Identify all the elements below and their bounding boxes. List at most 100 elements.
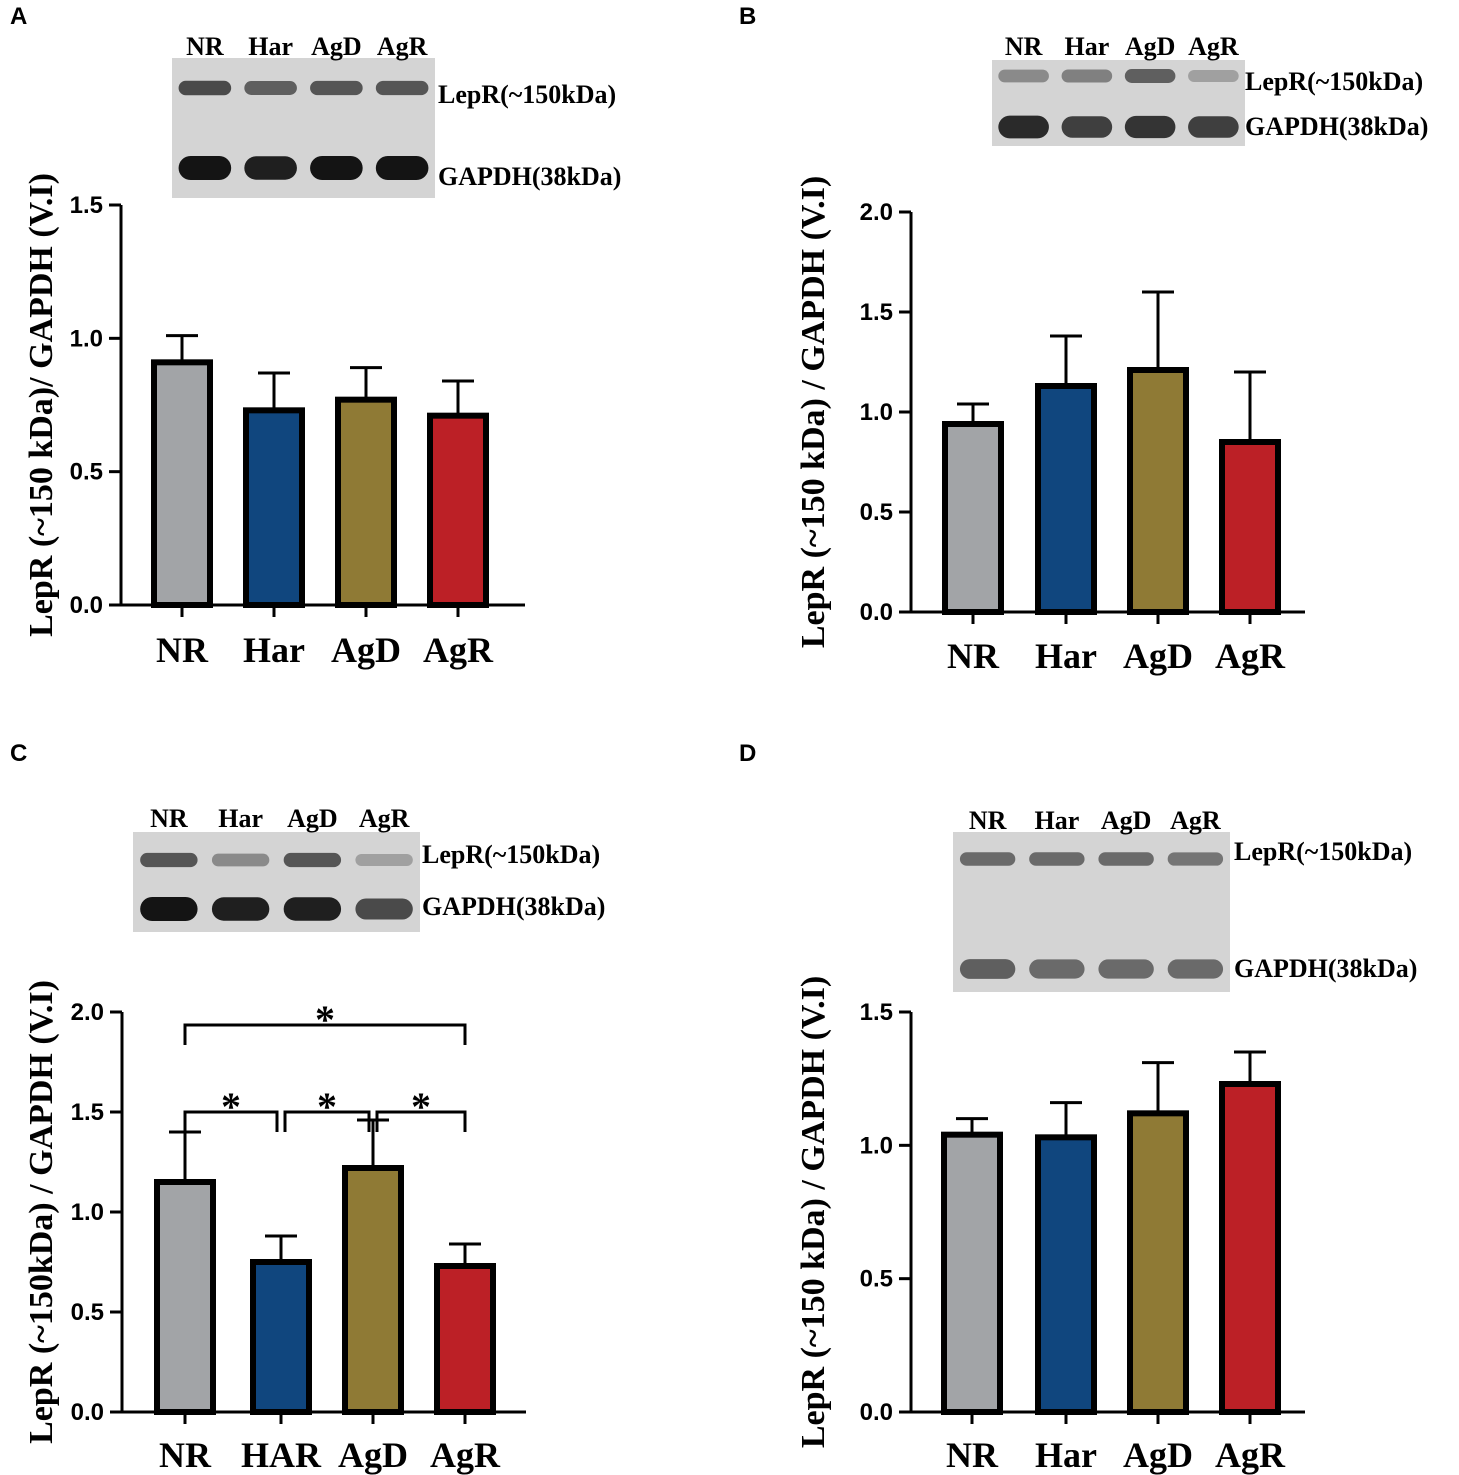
significance-star: * <box>317 1084 337 1129</box>
panel-d: D NR Har AgD AgR LepR(~150kDa) GAPDH(38kDa) 0.0… <box>729 737 1458 1475</box>
blot-band <box>244 81 297 95</box>
blot-band-label: GAPDH(38kDa) <box>1234 954 1417 983</box>
y-tick-label: 1.5 <box>860 299 893 326</box>
blot-lane-label: Har <box>248 32 293 61</box>
panel-letter: B <box>739 3 756 30</box>
blot-band <box>1061 116 1113 138</box>
bar-har <box>243 407 305 609</box>
panel-d-chart: D NR Har AgD AgR LepR(~150kDa) GAPDH(38kDa) 0.0… <box>739 740 1417 1475</box>
bar-nr <box>942 421 1004 615</box>
y-tick-label: 1.0 <box>71 1199 104 1226</box>
y-tick-label: 0.5 <box>860 499 893 526</box>
panel-a-chart: A NR Har AgD AgR LepR(~150kDa) GAPDH(38kDa) 0.0… <box>10 3 621 670</box>
blot-band <box>211 853 270 867</box>
significance-bracket <box>375 1110 467 1132</box>
blot-band <box>959 959 1016 979</box>
y-tick-label: 1.5 <box>70 192 103 219</box>
x-tick-label: NR <box>947 636 1000 676</box>
blot-band <box>140 897 198 921</box>
y-tick-label: 0.5 <box>860 1266 893 1293</box>
y-tick-label: 2.0 <box>860 199 893 226</box>
blot-band-label: LepR(~150kDa) <box>422 840 600 869</box>
blot-band <box>355 853 413 867</box>
blot-band-label: LepR(~150kDa) <box>438 80 616 109</box>
blot-band <box>1098 959 1154 979</box>
y-tick-label: 0.0 <box>860 599 893 626</box>
blot-band <box>959 852 1016 866</box>
bar-agr <box>427 412 489 608</box>
blot-lane-label: AgD <box>1125 32 1176 61</box>
y-axis-label: LepR (~150kDa) / GAPDH (V.I) <box>23 980 60 1444</box>
x-tick-label: Har <box>1035 636 1097 676</box>
x-tick-label: AgD <box>1123 1435 1193 1475</box>
blot-lane-label: Har <box>218 804 263 833</box>
western-blot <box>133 832 420 932</box>
bar-agr <box>1219 1081 1281 1415</box>
x-tick-label: HAR <box>241 1435 322 1475</box>
y-axis-label: LepR (~150 kDa) / GAPDH (V.I) <box>795 976 832 1448</box>
blot-band <box>998 69 1049 83</box>
x-tick-label: Har <box>1035 1435 1097 1475</box>
blot-band-label: GAPDH(38kDa) <box>438 162 621 191</box>
panel-b-chart: BNR Har AgD AgRLepR(~150kDa)GAPDH(38kDa)0.0… <box>739 3 1428 676</box>
panel-letter: A <box>10 3 27 30</box>
y-tick-label: 1.0 <box>70 325 103 352</box>
blot-band <box>1188 69 1239 83</box>
x-tick-label: AgD <box>331 630 401 670</box>
x-tick-label: AgR <box>1215 636 1286 676</box>
blot-band <box>283 852 342 868</box>
y-tick-label: 0.5 <box>70 459 103 486</box>
y-tick-label: 0.0 <box>70 592 103 619</box>
significance-bracket <box>183 1023 467 1045</box>
blot-band-label: GAPDH(38kDa) <box>1245 112 1428 141</box>
y-tick-label: 0.0 <box>71 1399 104 1426</box>
blot-lane-label: NR <box>1005 32 1043 61</box>
blot-band <box>178 156 232 180</box>
x-tick-label: NR <box>946 1435 999 1475</box>
bar-agd <box>1127 367 1189 615</box>
significance-bracket <box>283 1110 371 1132</box>
y-axis-label: LepR (~150 kDa) / GAPDH (V.I) <box>795 176 832 648</box>
blot-lane-label: AgR <box>359 804 410 833</box>
blot-band <box>1061 69 1113 83</box>
blot-lane-label: AgD <box>311 32 362 61</box>
western-blot <box>172 58 435 198</box>
blot-band <box>998 115 1049 139</box>
blot-band <box>310 80 363 96</box>
blot-band <box>211 897 270 921</box>
bar-har <box>1035 383 1097 615</box>
x-tick-label: AgD <box>1123 636 1193 676</box>
x-tick-label: Har <box>243 630 305 670</box>
blot-band <box>1167 959 1224 979</box>
blot-lane-label: Har <box>1034 806 1079 835</box>
blot-lane-label: AgR <box>1170 806 1221 835</box>
blot-band <box>375 156 429 180</box>
bar-agr <box>1219 439 1281 615</box>
blot-lane-label: NR <box>969 806 1007 835</box>
blot-lane-label: AgR <box>1188 32 1239 61</box>
blot-band <box>178 80 232 96</box>
panel-letter: D <box>739 740 756 767</box>
y-tick-label: 0.0 <box>860 1399 893 1426</box>
blot-band <box>1124 69 1176 83</box>
y-tick-label: 2.0 <box>71 999 104 1026</box>
blot-band <box>1167 852 1224 866</box>
blot-band <box>283 897 342 921</box>
panel-b: B NR Har AgD AgR LepR(~150kDa) GAPDH(38kDa) 0.0… <box>729 0 1458 737</box>
significance-star: * <box>221 1084 241 1129</box>
bar-agd <box>342 1165 404 1415</box>
bar-nr <box>154 1179 216 1415</box>
bar-har <box>250 1259 312 1415</box>
blot-band <box>244 156 297 180</box>
bar-nr <box>151 359 213 609</box>
blot-lane-label: AgD <box>1101 806 1152 835</box>
blot-band <box>375 80 429 96</box>
blot-lane-label: NR <box>150 804 188 833</box>
blot-band-label: LepR(~150kDa) <box>1234 837 1412 866</box>
blot-band <box>310 156 363 180</box>
x-tick-label: AgR <box>423 630 494 670</box>
y-tick-label: 0.5 <box>71 1299 104 1326</box>
blot-lane-label: AgR <box>377 32 428 61</box>
blot-band <box>1124 115 1176 139</box>
blot-lane-label: AgD <box>287 804 338 833</box>
